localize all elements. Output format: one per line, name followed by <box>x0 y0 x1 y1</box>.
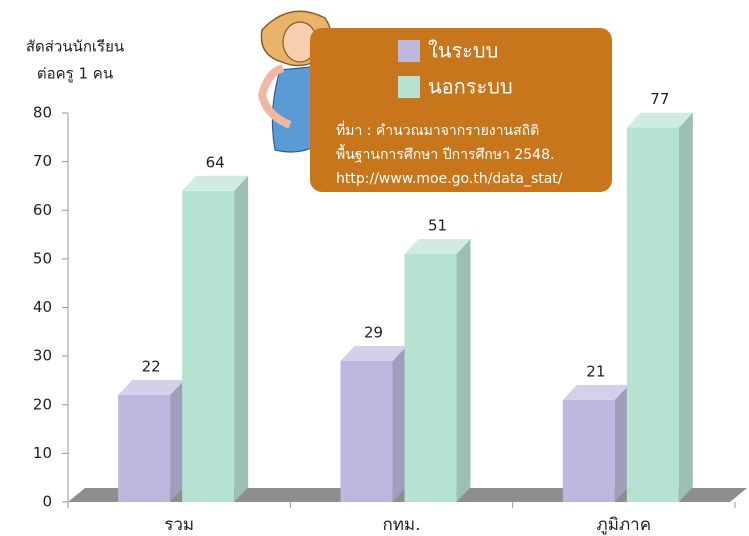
y-axis-label: ต่อครู 1 คน <box>37 65 113 83</box>
x-tick-label: ภูมิภาค <box>597 515 652 535</box>
x-tick-label: รวม <box>164 515 194 535</box>
value-label: 64 <box>206 153 225 171</box>
y-tick-label: 80 <box>33 104 52 122</box>
x-tick-label: กทม. <box>382 515 420 535</box>
value-label: 29 <box>364 323 383 341</box>
bar <box>341 361 393 502</box>
y-tick-label: 70 <box>33 152 52 170</box>
y-tick-label: 40 <box>33 298 52 316</box>
bar <box>627 128 679 502</box>
bar <box>563 400 615 502</box>
legend-swatch <box>398 76 420 98</box>
bar-side <box>170 380 184 502</box>
y-tick-label: 10 <box>33 444 52 462</box>
bar <box>182 191 234 502</box>
value-label: 51 <box>428 217 447 235</box>
bar-side <box>615 385 629 502</box>
bar-side <box>457 239 471 502</box>
bar <box>405 254 457 502</box>
y-axis-label: สัดส่วนนักเรียน <box>26 38 124 56</box>
bar-side <box>679 113 693 502</box>
y-tick-label: 0 <box>42 493 52 511</box>
value-label: 77 <box>650 90 669 108</box>
source-note: http://www.moe.go.th/data_stat/ <box>336 171 563 187</box>
source-note: พื้นฐานการศึกษา ปีการศึกษา 2548. <box>336 144 554 163</box>
y-tick-label: 60 <box>33 201 52 219</box>
chart: สัดส่วนนักเรียนต่อครู 1 คน 0 10 20 30 40 50 60 7… <box>0 0 749 536</box>
bar-side <box>393 346 407 502</box>
legend-label: ในระบบ <box>428 39 498 63</box>
value-label: 22 <box>142 358 161 376</box>
y-tick-label: 50 <box>33 249 52 267</box>
bar-side <box>234 176 248 502</box>
value-label: 21 <box>586 362 605 380</box>
bar <box>118 395 170 502</box>
legend-label: นอกระบบ <box>428 75 513 99</box>
legend-swatch <box>398 40 420 62</box>
source-note: ที่มา : คำนวณมาจากรายงานสถิติ <box>336 121 539 139</box>
y-tick-label: 30 <box>33 347 52 365</box>
y-tick-label: 20 <box>33 395 52 413</box>
